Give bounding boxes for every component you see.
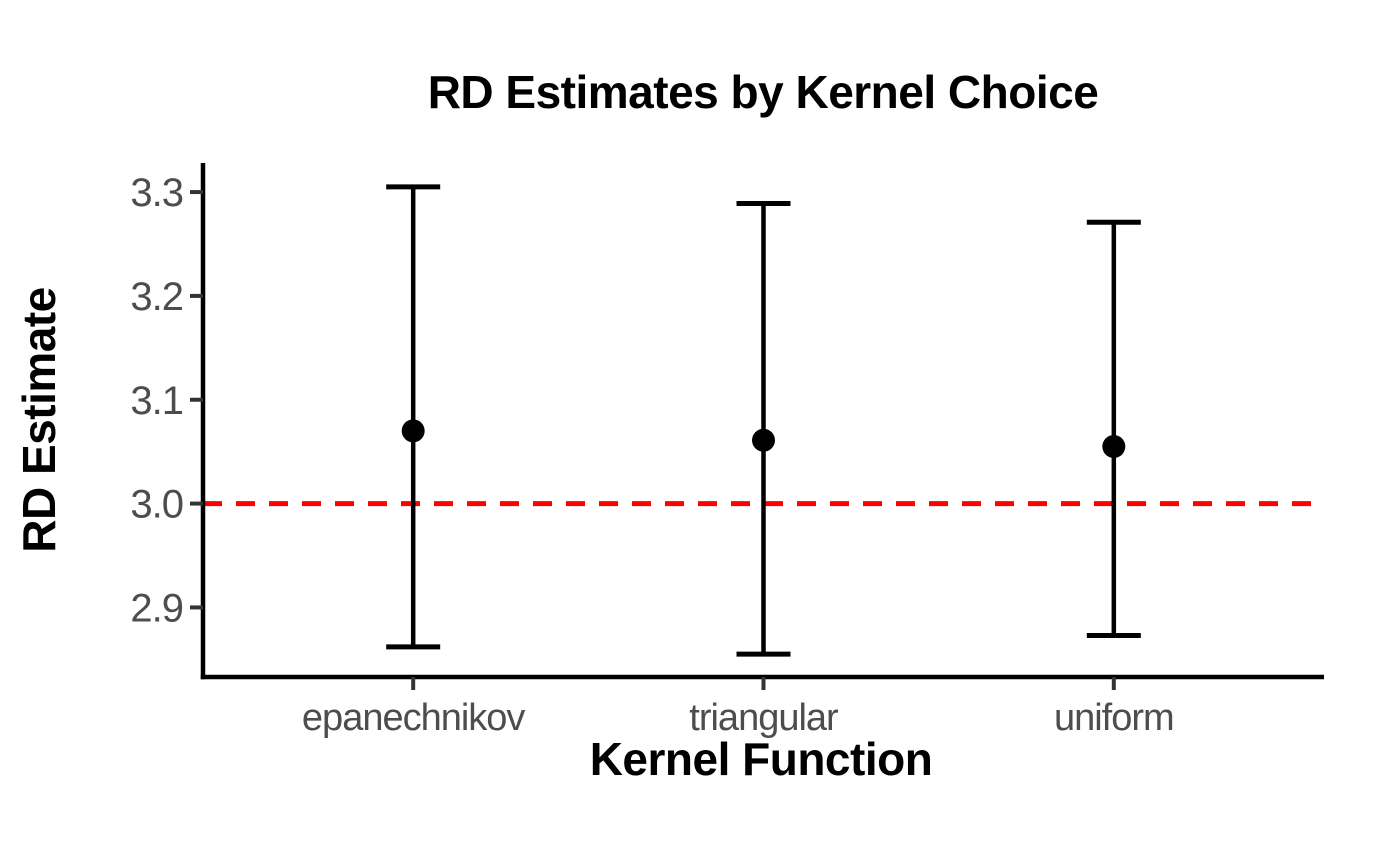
y-tick-label: 3.0 <box>130 483 183 527</box>
errorbar-uniform <box>1086 219 1141 638</box>
y-tick-label: 2.9 <box>130 586 183 630</box>
errorbar-epanechnikov <box>386 184 441 650</box>
x-tick-label-uniform: uniform <box>1054 697 1174 739</box>
x-tick-label-triangular: triangular <box>689 697 839 739</box>
x-axis-title: Kernel Function <box>590 733 933 785</box>
y-tick-label: 3.1 <box>130 379 183 423</box>
y-tick-label: 3.2 <box>130 275 183 319</box>
point-estimate <box>752 428 775 452</box>
point-estimate <box>1102 434 1126 458</box>
y-axis-title: RD Estimate <box>13 287 65 552</box>
point-estimate <box>401 419 425 443</box>
chart-title: RD Estimates by Kernel Choice <box>428 66 1099 118</box>
y-tick-label: 3.3 <box>130 171 183 215</box>
x-tick-label-epanechnikov: epanechnikov <box>302 697 526 739</box>
errorbar-triangular <box>736 200 791 657</box>
